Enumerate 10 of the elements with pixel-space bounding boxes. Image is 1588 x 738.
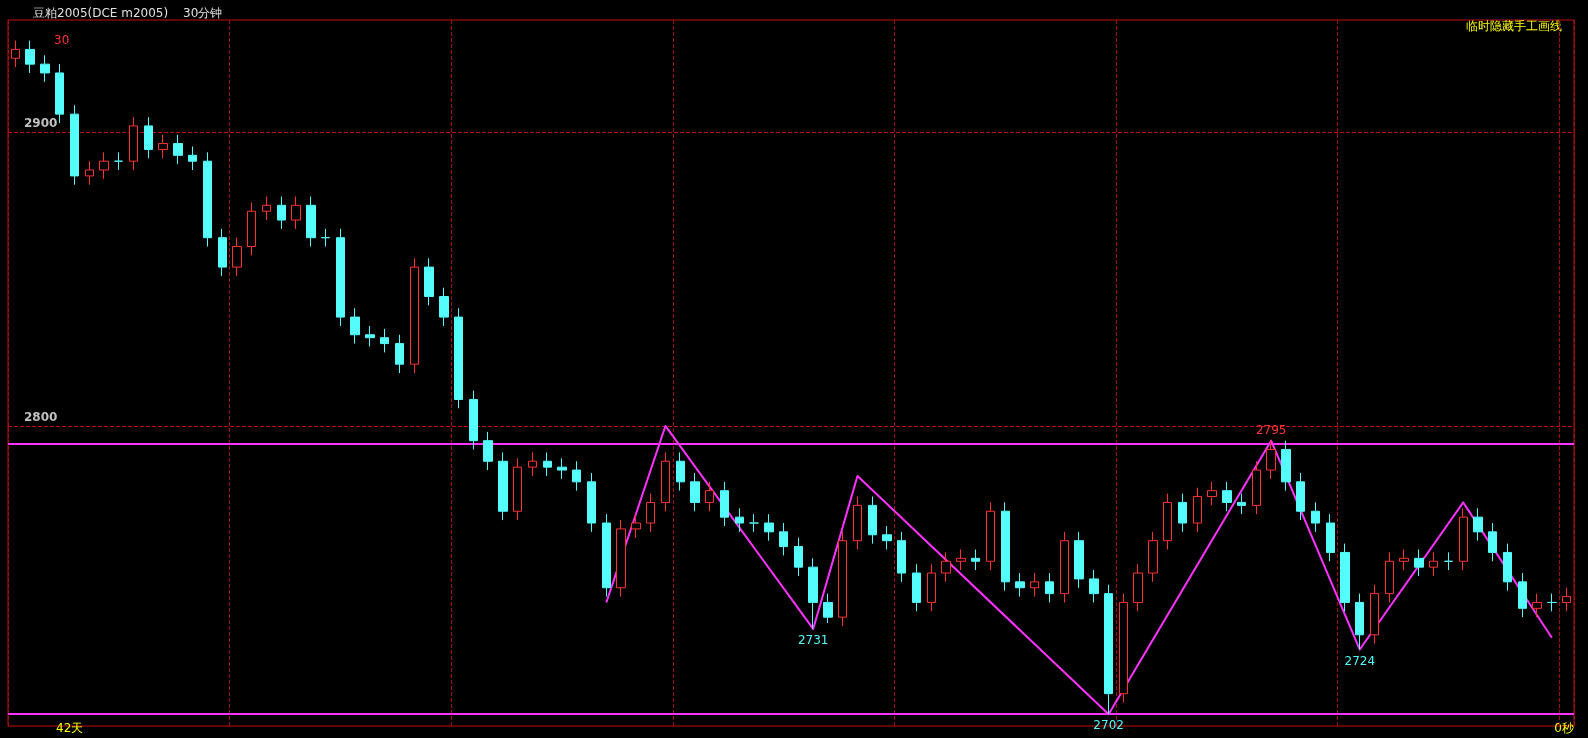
data-label: 2795 [1255,422,1287,437]
y-tick-label: 2900 [24,115,58,130]
y-tick-label: 2800 [24,409,58,424]
data-label: 2731 [797,632,829,647]
annotation: 30 [54,33,70,47]
chart-subtitle: 30分钟 [183,6,223,20]
chart-title: 豆粕2005(DCE m2005) [33,6,169,20]
annotation: 42天 [56,721,84,735]
data-label: 2724 [1344,653,1376,668]
data-label: 2702 [1093,718,1124,733]
